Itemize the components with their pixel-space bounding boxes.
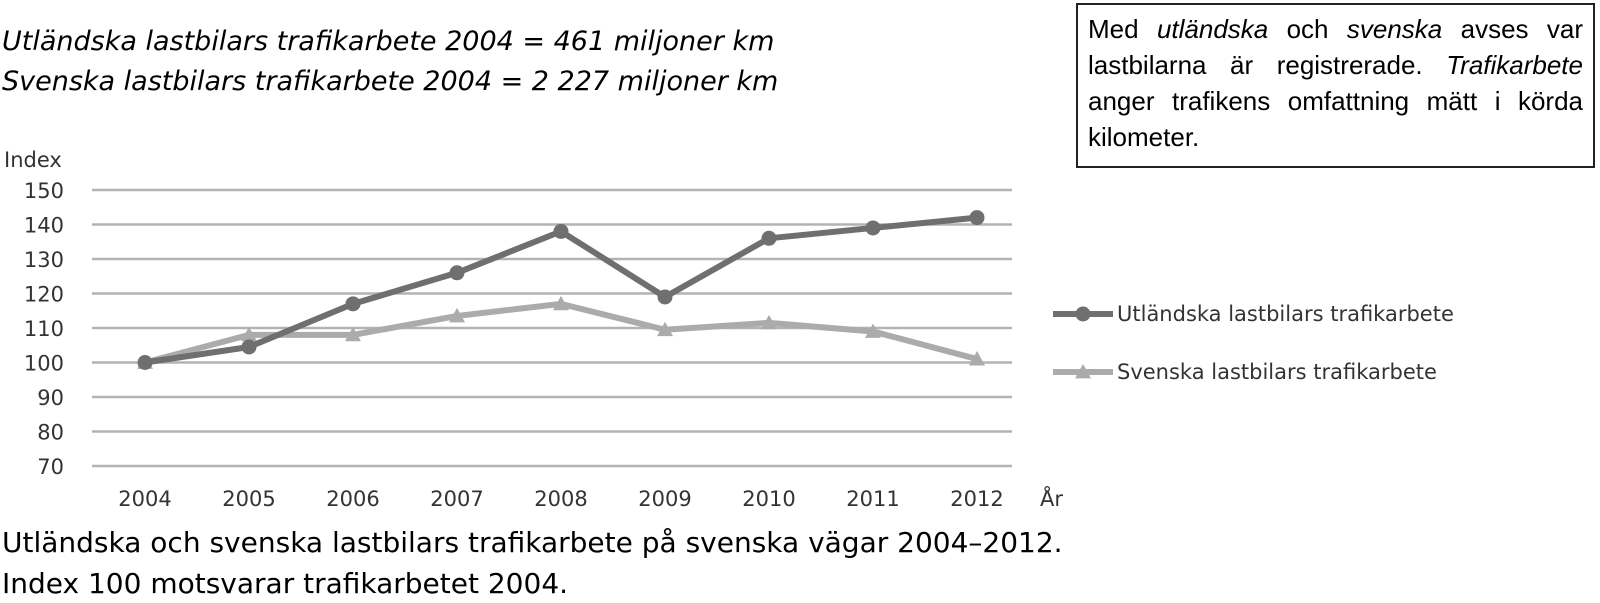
y-tick-label-80: 80 xyxy=(37,421,64,445)
y-tick-label-90: 90 xyxy=(37,386,64,410)
data-point-svenska-2007 xyxy=(449,307,465,323)
x-axis-ticks: 2004 2005 2006 2007 2008 2009 2010 2011 2012 xyxy=(118,487,1003,511)
y-tick-label-70: 70 xyxy=(37,455,64,479)
legend-marker-utlandska xyxy=(1075,306,1091,322)
y-axis-title: Index xyxy=(4,148,62,172)
data-point-utlandska-2004 xyxy=(137,355,153,370)
legend-label-svenska: Svenska lastbilars trafikarbete xyxy=(1117,360,1437,384)
subtitle-svenska: Svenska lastbilars trafikarbete 2004 = 2… xyxy=(2,66,779,97)
x-tick-label-2012: 2012 xyxy=(950,487,1003,511)
x-tick-label-2010: 2010 xyxy=(742,487,795,511)
note-text-1: Med xyxy=(1088,14,1157,44)
x-tick-label-2011: 2011 xyxy=(846,487,899,511)
data-point-svenska-2005 xyxy=(241,326,257,342)
y-tick-label-130: 130 xyxy=(24,248,64,272)
note-text-2: och xyxy=(1268,14,1347,44)
note-em-utlandska: utländska xyxy=(1156,14,1269,44)
data-point-utlandska-2007 xyxy=(449,265,465,281)
series-line-svenska xyxy=(144,300,978,366)
note-text-3: avses var lastbilarna är registrerade. xyxy=(1088,14,1583,80)
x-tick-label-2008: 2008 xyxy=(534,487,587,511)
data-point-utlandska-2005 xyxy=(241,339,257,355)
data-point-svenska-2011 xyxy=(865,323,881,338)
data-point-svenska-2009 xyxy=(657,321,673,337)
data-point-utlandska-2012 xyxy=(969,210,985,226)
data-point-utlandska-2006 xyxy=(345,296,361,312)
legend: Utländska lastbilars trafikarbete Svenska… xyxy=(1053,302,1454,384)
data-point-utlandska-2011 xyxy=(865,220,881,236)
y-tick-label-110: 110 xyxy=(24,317,64,341)
data-point-svenska-2012 xyxy=(969,351,985,366)
legend-marker-svenska xyxy=(1075,364,1091,379)
data-point-svenska-2006 xyxy=(345,326,361,342)
caption-line-1: Utländska och svenska lastbilars trafika… xyxy=(2,526,1063,559)
data-point-utlandska-2009 xyxy=(657,289,673,305)
data-point-svenska-2010 xyxy=(761,314,777,330)
y-axis-ticks: 70 80 90 100 110 120 130 140 150 xyxy=(24,179,64,479)
x-tick-label-2009: 2009 xyxy=(638,487,691,511)
y-tick-label-100: 100 xyxy=(24,352,64,376)
definition-note-box: Med utländska och svenska avses var last… xyxy=(1076,3,1595,168)
x-axis-title: År xyxy=(1040,485,1063,511)
x-tick-label-2005: 2005 xyxy=(222,487,275,511)
y-tick-label-150: 150 xyxy=(24,179,64,203)
data-point-utlandska-2010 xyxy=(761,230,777,246)
data-point-utlandska-2008 xyxy=(553,223,569,239)
note-text-4: anger trafikens omfattning mätt i körda … xyxy=(1088,86,1583,152)
series-utlandska xyxy=(137,210,985,370)
y-tick-label-120: 120 xyxy=(24,283,64,307)
y-tick-label-140: 140 xyxy=(24,214,64,238)
note-em-svenska: svenska xyxy=(1346,14,1443,44)
subtitle-utlandska: Utländska lastbilars trafikarbete 2004 =… xyxy=(2,26,775,57)
note-em-trafikarbete: Trafikarbete xyxy=(1446,50,1583,80)
caption-line-2: Index 100 motsvarar trafikarbetet 2004. xyxy=(2,567,569,600)
data-point-svenska-2008 xyxy=(553,295,569,311)
series-layer xyxy=(137,210,985,370)
series-svenska xyxy=(137,295,985,369)
x-tick-label-2004: 2004 xyxy=(118,487,171,511)
x-tick-label-2006: 2006 xyxy=(326,487,379,511)
x-tick-label-2007: 2007 xyxy=(430,487,483,511)
series-line-utlandska xyxy=(144,214,978,366)
legend-label-utlandska: Utländska lastbilars trafikarbete xyxy=(1117,302,1454,326)
